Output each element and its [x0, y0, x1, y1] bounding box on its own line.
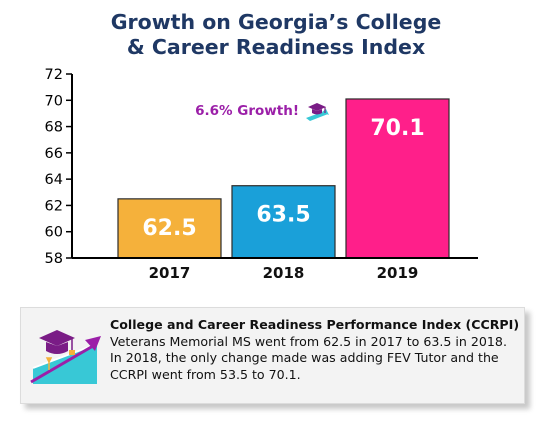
info-box: College and Career Readiness Performance… — [20, 307, 525, 404]
info-text: College and Career Readiness Performance… — [110, 317, 520, 383]
y-tick-label: 64 — [45, 172, 63, 188]
y-tick-label: 66 — [45, 146, 63, 162]
chart-title: Growth on Georgia’s College & Career Rea… — [40, 10, 512, 60]
y-tick-label: 72 — [45, 67, 63, 83]
info-heading: College and Career Readiness Performance… — [110, 317, 520, 332]
bar-value-label: 70.1 — [370, 116, 424, 141]
chart-title-line-1: Growth on Georgia’s College — [110, 10, 442, 34]
y-tick-label: 68 — [45, 120, 63, 136]
bar-value-label: 63.5 — [256, 203, 310, 228]
growth-annotation: 6.6% Growth! — [195, 103, 329, 121]
bar-value-label: 62.5 — [142, 216, 196, 241]
bar-chart: 58 60 62 64 66 68 70 72 62.5 2017 63.5 2018 70.1 201… — [45, 67, 478, 282]
growth-annotation-text: 6.6% Growth! — [195, 103, 299, 119]
graduation-cap-growth-icon — [30, 330, 101, 384]
y-tick-label: 70 — [45, 93, 63, 109]
y-tick-label: 58 — [45, 251, 63, 267]
bar-2017 — [117, 198, 222, 259]
info-body: Veterans Memorial MS went from 62.5 in 2… — [110, 333, 507, 382]
x-category-label: 2019 — [377, 264, 419, 282]
bar-2018 — [231, 185, 336, 259]
x-category-label: 2018 — [263, 264, 305, 282]
y-tick-label: 62 — [45, 198, 63, 214]
x-category-label: 2017 — [149, 264, 191, 282]
bar-2019 — [345, 98, 450, 259]
chart-title-line-2: & Career Readiness Index — [126, 35, 426, 59]
graduation-cap-icon — [306, 103, 329, 121]
y-tick-label: 60 — [45, 225, 63, 241]
